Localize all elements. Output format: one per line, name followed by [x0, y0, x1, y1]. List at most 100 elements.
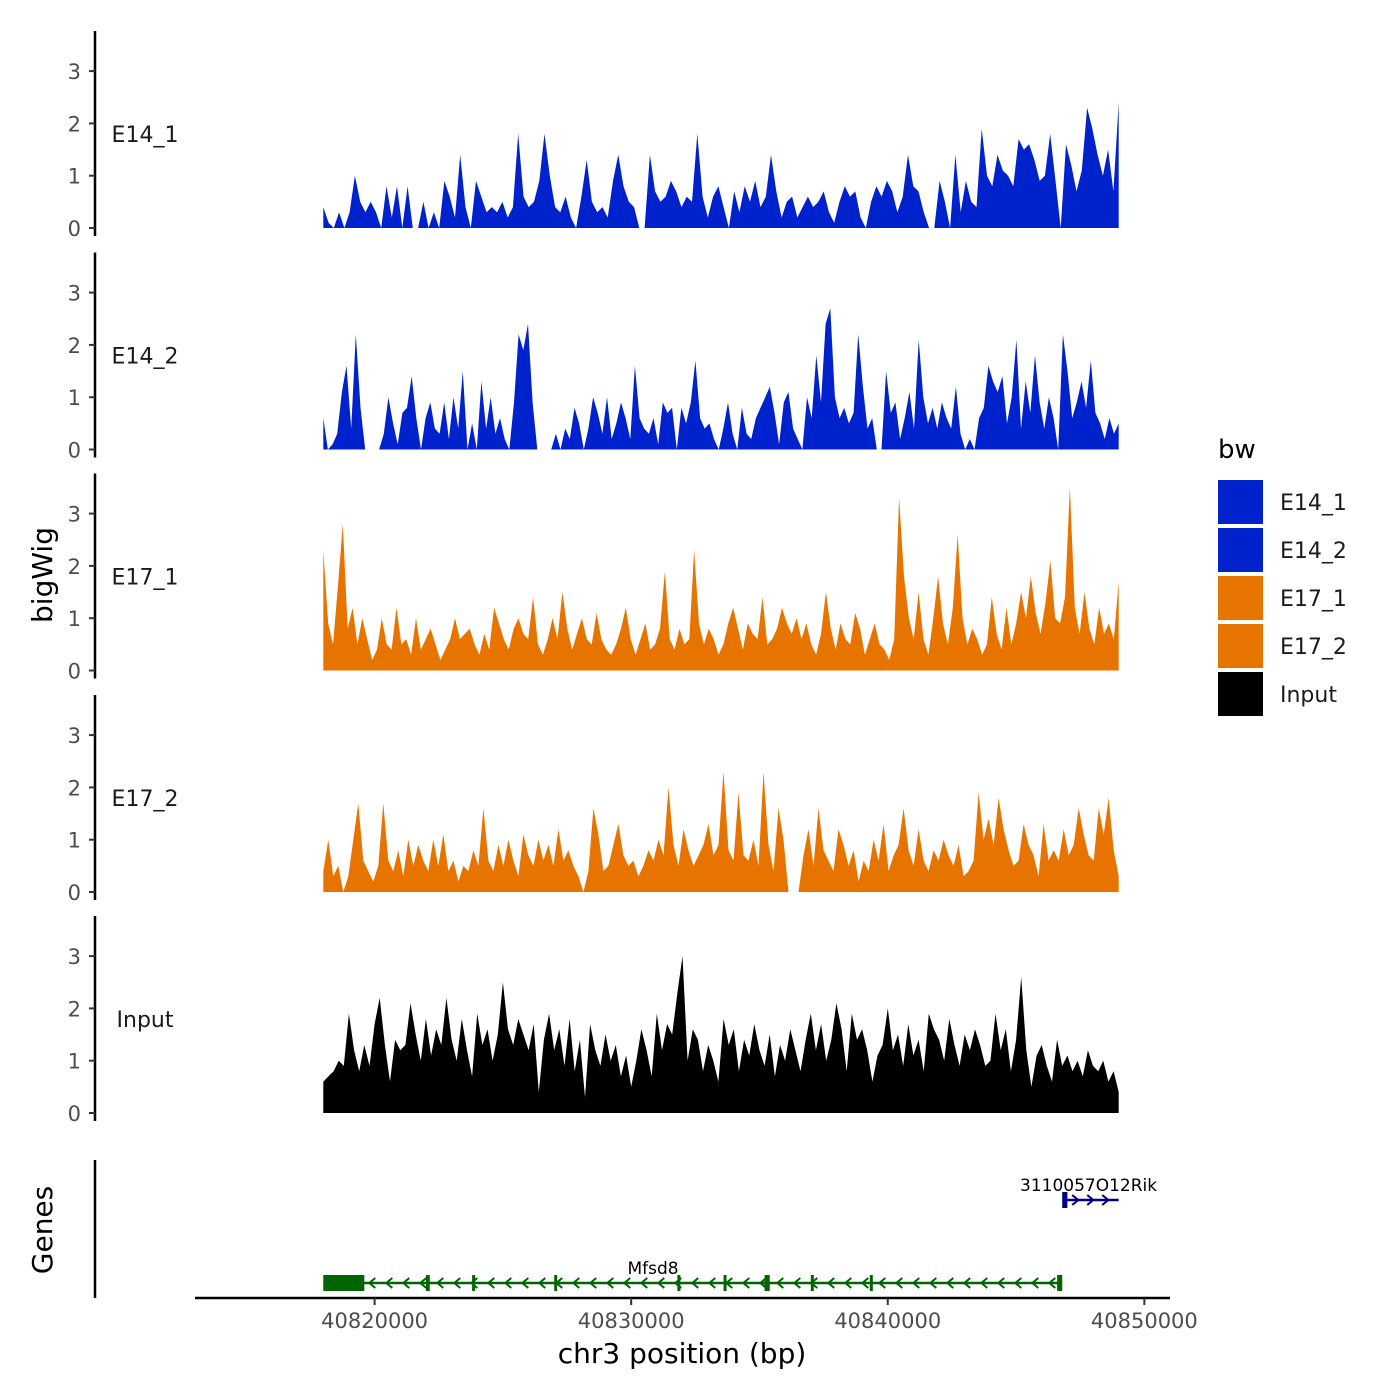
strand-arrow [690, 1277, 699, 1289]
strand-arrow [911, 1277, 920, 1289]
track-label: E14_2 [112, 345, 179, 370]
strand-arrow [894, 1277, 903, 1289]
x-tick-label: 40850000 [1091, 1309, 1198, 1333]
exon-block [1057, 1275, 1063, 1291]
tracks-layer: 0 1 2 3 E14_1 0 1 2 3 E14_2 0 1 2 3 E17_1 0 1 2 3 E17_2 0 1 2 3… [68, 31, 1119, 1126]
y-tick-label: 3 [68, 724, 81, 748]
exon-block [869, 1275, 873, 1291]
y-tick-label: 0 [68, 660, 81, 684]
genes-axis-title: Genes [26, 1186, 59, 1274]
legend-key [1218, 624, 1263, 668]
strand-arrow [520, 1277, 529, 1289]
y-tick-label: 0 [68, 439, 81, 463]
legend-label: E17_1 [1280, 587, 1347, 612]
strand-arrow [503, 1277, 512, 1289]
y-tick-label: 1 [68, 165, 81, 189]
strand-arrow [435, 1277, 444, 1289]
coverage-area-E14_2 [323, 308, 1119, 450]
strand-arrow [928, 1277, 937, 1289]
y-tick-label: 3 [68, 945, 81, 969]
strand-arrow [452, 1277, 461, 1289]
strand-arrow [588, 1277, 597, 1289]
legend-entry-E17_1: E17_1 [1218, 576, 1347, 620]
legend-key [1218, 480, 1263, 524]
exon-block [554, 1275, 558, 1291]
exon-block [810, 1275, 814, 1291]
strand-arrow [996, 1277, 1005, 1289]
track-label: E17_1 [112, 566, 179, 591]
exon-block [323, 1275, 365, 1291]
y-tick-label: 3 [68, 503, 81, 527]
legend-label: E14_2 [1280, 539, 1347, 564]
x-tick-label: 40840000 [834, 1309, 941, 1333]
gene-Mfsd8: Mfsd8 [323, 1259, 1063, 1291]
strand-arrow [945, 1277, 954, 1289]
legend-entry-E17_2: E17_2 [1218, 624, 1347, 668]
y-tick-label: 2 [68, 112, 81, 136]
strand-arrow [707, 1277, 716, 1289]
strand-arrow [622, 1277, 631, 1289]
legend-title: bw [1218, 435, 1256, 465]
coverage-area-Input [323, 956, 1119, 1113]
legend-key [1218, 672, 1263, 716]
y-tick-label: 0 [68, 217, 81, 241]
legend-key [1218, 528, 1263, 572]
strand-arrow [1071, 1194, 1080, 1206]
track-E17_2: 0 1 2 3 E17_2 [68, 695, 1119, 905]
y-tick-label: 0 [68, 1102, 81, 1126]
strand-arrow [1030, 1277, 1039, 1289]
strand-arrow [758, 1277, 767, 1289]
strand-arrow [384, 1277, 393, 1289]
strand-arrow [418, 1277, 427, 1289]
track-label: E14_1 [112, 123, 179, 148]
x-axis: 40820000 40830000 40840000 40850000 [195, 1296, 1198, 1333]
coverage-area-E17_2 [323, 771, 1119, 892]
strand-arrow [469, 1277, 478, 1289]
track-E14_2: 0 1 2 3 E14_2 [68, 252, 1119, 463]
track-E17_1: 0 1 2 3 E17_1 [68, 473, 1119, 684]
strand-arrow [775, 1277, 784, 1289]
y-tick-label: 3 [68, 60, 81, 84]
legend-label: E17_2 [1280, 635, 1347, 660]
strand-arrow [962, 1277, 971, 1289]
coverage-area-E14_1 [323, 102, 1119, 228]
strand-arrow [1101, 1194, 1110, 1206]
strand-arrow [792, 1277, 801, 1289]
legend-label: Input [1280, 683, 1337, 708]
x-axis-title: chr3 position (bp) [558, 1337, 807, 1370]
legend-entry-Input: Input [1218, 672, 1337, 716]
legend-entry-E14_2: E14_2 [1218, 528, 1347, 572]
strand-arrow [639, 1277, 648, 1289]
strand-arrow [1013, 1277, 1022, 1289]
y-tick-label: 1 [68, 829, 81, 853]
legend-key [1218, 576, 1263, 620]
y-tick-label: 0 [68, 881, 81, 905]
coverage-area-E17_1 [323, 487, 1119, 671]
strand-arrow [877, 1277, 886, 1289]
gene-label: Mfsd8 [627, 1259, 678, 1279]
strand-arrow [741, 1277, 750, 1289]
y-axis-title: bigWig [26, 527, 59, 623]
exon-block [764, 1275, 770, 1291]
track-label: Input [117, 1008, 174, 1033]
strand-arrow [537, 1277, 546, 1289]
track-Input: 0 1 2 3 Input [68, 916, 1119, 1126]
strand-arrow [979, 1277, 988, 1289]
x-tick-label: 40820000 [321, 1309, 428, 1333]
y-tick-label: 2 [68, 555, 81, 579]
exon-block [677, 1275, 681, 1291]
track-label: E17_2 [112, 787, 179, 812]
strand-arrow [486, 1277, 495, 1289]
y-tick-label: 1 [68, 1050, 81, 1074]
strand-arrow [656, 1277, 665, 1289]
strand-arrow [1086, 1194, 1095, 1206]
exon-block [472, 1275, 476, 1291]
strand-arrow [401, 1277, 410, 1289]
exon-block [425, 1275, 430, 1291]
strand-arrow [571, 1277, 580, 1289]
y-tick-label: 2 [68, 997, 81, 1021]
exon-block [723, 1275, 727, 1291]
gene-label: 3110057O12Rik [1020, 1176, 1157, 1196]
gene-3110057O12Rik: 3110057O12Rik [1020, 1176, 1157, 1208]
